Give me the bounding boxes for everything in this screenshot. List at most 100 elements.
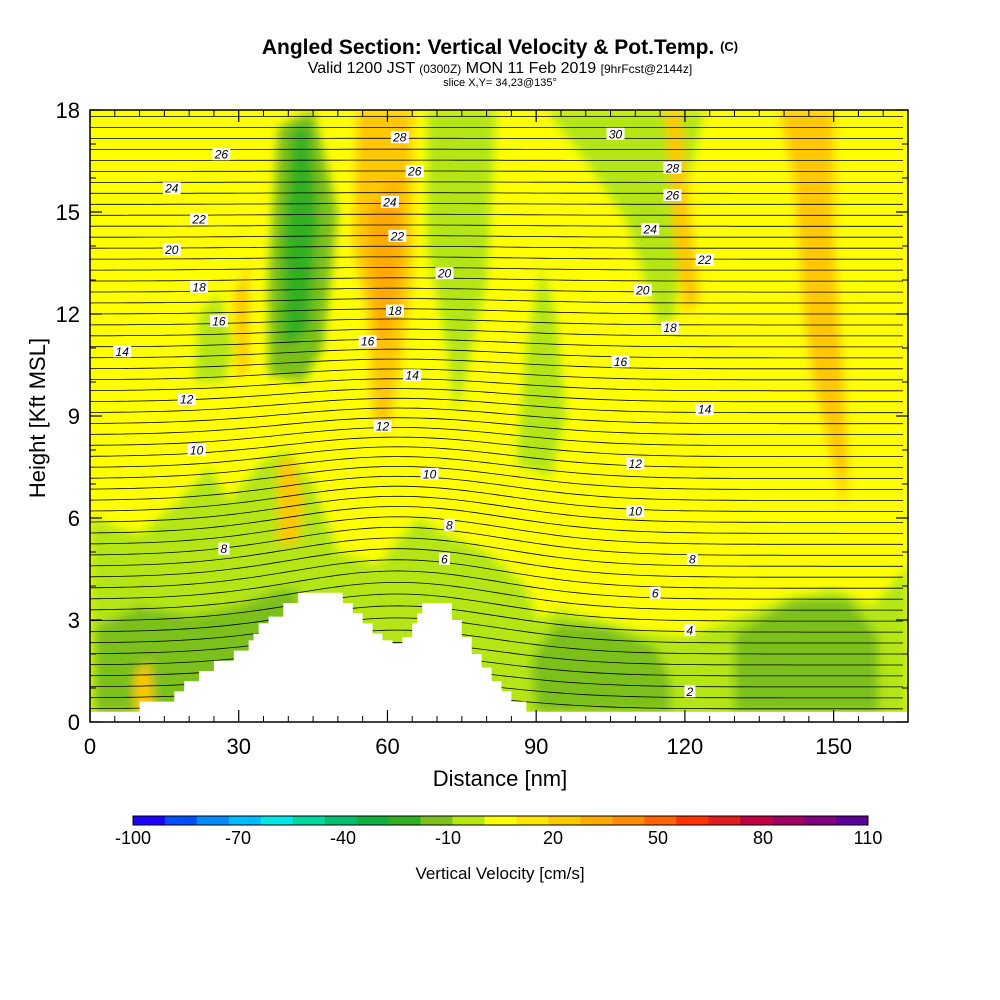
isotherm-line [90, 266, 903, 271]
colorbar-tick-label: 50 [648, 828, 668, 848]
colorbar-swatch [612, 816, 645, 825]
isotherm-label-bg [695, 253, 714, 266]
colorbar-swatch [548, 816, 581, 825]
isotherm-label: 18 [388, 304, 402, 318]
isotherm-label-bg [212, 148, 231, 161]
utc-time: (0300Z) [419, 62, 462, 76]
isotherm-line [90, 446, 903, 468]
valid-time: Valid 1200 JST [307, 60, 415, 77]
isotherm-label: 24 [164, 182, 179, 196]
colorbar-swatch [452, 816, 485, 825]
isotherm-line [90, 308, 903, 315]
isotherm-label: 2 [686, 685, 694, 699]
chart-subtitle: Valid 1200 JST (0300Z) MON 11 Feb 2019 [… [0, 60, 1000, 78]
isotherm-label: 12 [629, 457, 643, 471]
isotherm-label: 18 [663, 321, 677, 335]
isotherm-label-bg [443, 518, 455, 531]
isotherm-line [90, 426, 903, 447]
velocity-region [734, 599, 879, 712]
colorbar-tick-label: -70 [225, 828, 251, 848]
colorbar-swatch [228, 816, 262, 825]
isotherm-label-bg [626, 505, 645, 518]
chart-title: Angled Section: Vertical Velocity & Pot.… [261, 36, 739, 59]
isotherm-line [90, 456, 903, 479]
isotherm-label: 6 [441, 552, 448, 566]
isotherm-label: 22 [697, 253, 712, 267]
colorbar-swatch [804, 816, 837, 825]
isotherm-label: 24 [382, 195, 397, 209]
velocity-region [233, 263, 249, 382]
colorbar-swatch [133, 816, 166, 825]
velocity-region [779, 110, 849, 512]
colorbar-tick-label: 20 [543, 828, 563, 848]
isotherm-line [90, 298, 903, 304]
colorbar-swatch [836, 816, 869, 825]
isotherm-label-bg [218, 542, 230, 555]
isotherm-line [90, 388, 903, 403]
isotherm-line [90, 397, 903, 414]
isotherm-line [90, 617, 903, 644]
y-tick-label: 6 [68, 506, 80, 531]
isotherm-label: 28 [665, 161, 680, 175]
isotherm-label: 8 [446, 518, 453, 532]
isotherm-label: 14 [406, 369, 420, 383]
isotherm-label: 26 [214, 148, 229, 162]
isotherm-label-bg [626, 457, 645, 470]
isotherm-label-bg [661, 321, 679, 334]
isotherm-label: 10 [190, 444, 204, 458]
isotherm-label-bg [385, 304, 404, 317]
colorbar: -100 -70 -40 -10 20 50 80 110 [115, 815, 882, 848]
isotherm-line [90, 605, 903, 633]
isotherm-line [90, 256, 903, 260]
colorbar-swatch [292, 816, 326, 825]
isotherm-label-bg [439, 552, 450, 565]
isotherm-line [90, 548, 903, 578]
isotherm-label-bg [403, 369, 422, 382]
isotherm-line [90, 277, 903, 282]
isotherm-label-bg [388, 229, 407, 242]
isotherm-label-bg [380, 195, 399, 208]
isotherm-line [90, 378, 903, 392]
isotherm-label-bg [209, 314, 228, 327]
isotherm-label-bg [190, 212, 209, 225]
colorbar-label: Vertical Velocity [cm/s] [415, 864, 585, 883]
title-units: (C) [720, 39, 739, 54]
isotherm-label: 26 [665, 189, 680, 203]
x-tick-label: 0 [84, 734, 96, 759]
y-tick-label: 15 [56, 200, 80, 225]
isotherm-line [90, 629, 903, 655]
y-tick-label: 18 [56, 98, 80, 123]
velocity-region [516, 266, 566, 478]
vertical-velocity-field [90, 110, 908, 722]
isotherm-label: 10 [423, 467, 437, 481]
isotherm-label-bg [649, 586, 661, 599]
colorbar-tick-label: 80 [753, 828, 773, 848]
isotherm-label: 18 [192, 280, 206, 294]
ground-strip [90, 711, 908, 722]
isotherm-line [90, 537, 903, 567]
isotherm-line [90, 559, 903, 589]
isotherm-line [90, 287, 903, 293]
isotherm-label: 22 [390, 229, 405, 243]
isotherm-line [90, 485, 903, 512]
isotherm-line [90, 192, 903, 194]
colorbar-swatch [164, 816, 198, 825]
isotherm-label-bg [358, 335, 377, 348]
isotherm-line [90, 641, 903, 666]
isotherm-line [90, 417, 903, 436]
isotherm-label-bg [113, 345, 132, 358]
isotherm-label-bg [633, 284, 652, 297]
isotherm-line [90, 407, 903, 425]
x-tick-label: 150 [815, 734, 852, 759]
colorbar-swatch [676, 816, 709, 825]
colorbar-swatch [772, 816, 805, 825]
isotherm-label-bg [684, 624, 696, 637]
isotherm-line [90, 245, 903, 249]
isotherm-line [90, 582, 903, 611]
isotherm-line [90, 436, 903, 458]
isotherm-line [90, 358, 903, 370]
isotherm-label: 20 [437, 267, 452, 281]
isotherm-line [90, 368, 903, 381]
isotherm-label-bg [162, 182, 181, 195]
